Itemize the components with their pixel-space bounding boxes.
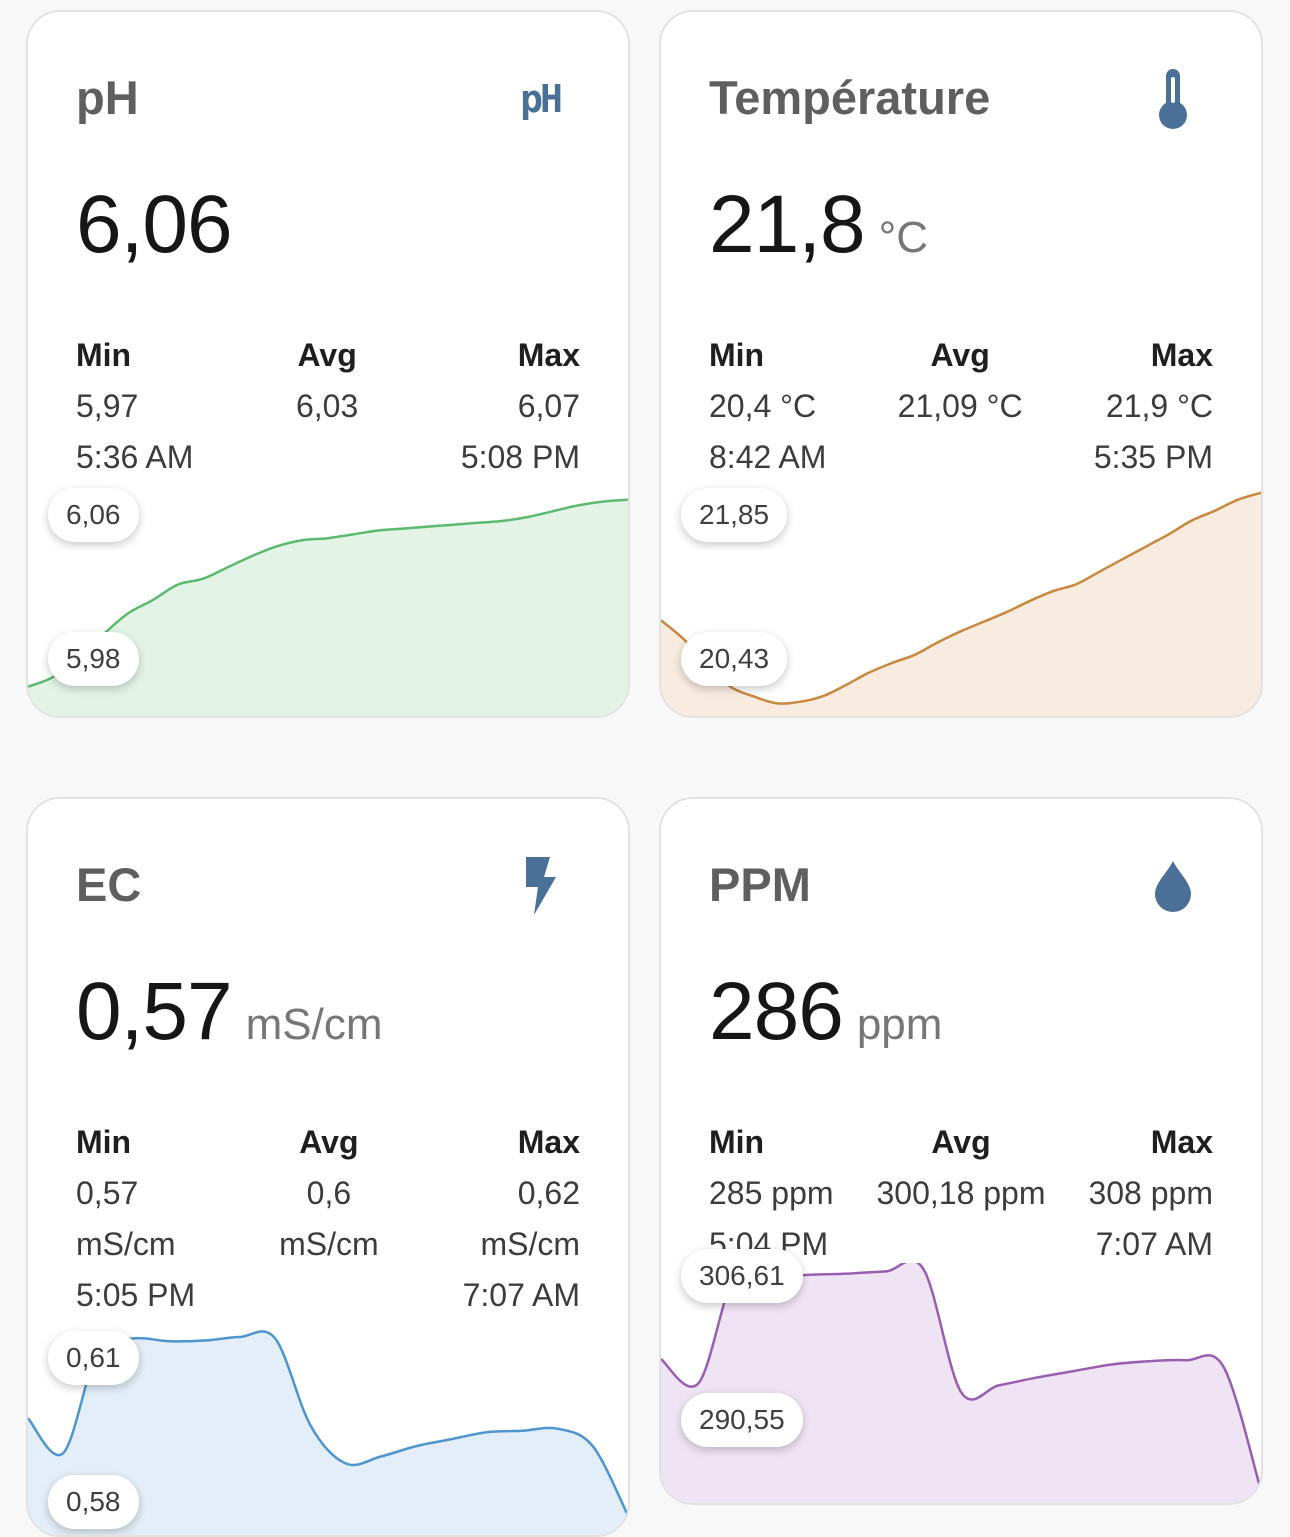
stat-max-label: Max [1150,337,1213,373]
stat-avg-label: Avg [931,1124,991,1160]
current-value: 6,06 [76,179,233,270]
stat-min-value: 0,57 [76,1175,139,1211]
stat-min-label: Min [76,337,132,373]
stat-avg-label: Avg [930,337,990,373]
stat-avg: Avg 300,18 ppm [876,1117,1045,1270]
sparkline-area [28,499,628,716]
chart-min-label: 20,43 [681,632,788,686]
stat-avg-unit: mS/cm [279,1226,379,1262]
chart-min-label: 290,55 [681,1393,803,1447]
stat-max: Max 308 ppm 7:07 AM [1088,1117,1213,1270]
stat-min: Min 20,4 °C 8:42 AM [709,330,826,483]
stat-max: Max 0,62 mS/cm 7:07 AM [463,1117,580,1321]
stat-avg: Avg 21,09 °C [898,330,1023,483]
ec-card[interactable]: EC 0,57 mS/cm Min 0,57 mS/cm 5:05 PM Avg… [26,797,630,1537]
current-value: 21,8 °C [709,184,928,266]
stat-min: Min 5,97 5:36 AM [76,330,193,483]
lightning-bolt-icon [510,853,570,919]
sparkline-line [28,498,628,688]
value-number: 286 [709,966,844,1057]
stat-min-label: Min [709,1124,765,1160]
stat-avg: Avg 0,6 mS/cm [279,1117,379,1321]
history-chart[interactable]: 306,61 290,55 [661,1249,1261,1503]
stat-min-label: Min [76,1124,132,1160]
stat-min-value: 20,4 °C [709,388,817,424]
chart-max-label: 306,61 [681,1249,803,1303]
value-unit: mS/cm [245,1000,383,1049]
stat-max-value: 308 ppm [1088,1175,1213,1211]
stat-min-time: 5:36 AM [76,439,194,475]
ppm-card[interactable]: PPM 286 ppm Min 285 ppm 5:04 PM Avg 300,… [659,797,1263,1505]
ph-icon: pH [520,77,563,121]
temperature-card[interactable]: Température 21,8 °C Min 20,4 °C 8:42 AM … [659,10,1263,718]
stats-row: Min 20,4 °C 8:42 AM Avg 21,09 °C Max 21,… [709,330,1213,483]
stat-min: Min 285 ppm 5:04 PM [709,1117,834,1270]
stats-row: Min 285 ppm 5:04 PM Avg 300,18 ppm Max 3… [709,1117,1213,1270]
chart-max-label: 21,85 [681,488,788,542]
value-number: 21,8 [709,179,866,270]
water-drop-icon [1143,853,1203,919]
sparkline-area [661,492,1261,716]
sparkline-area [28,1331,628,1535]
card-title: PPM [709,858,811,911]
history-chart[interactable]: 6,06 5,98 [28,476,628,716]
current-value: 0,57 mS/cm [76,971,383,1053]
stat-avg-value: 300,18 ppm [876,1175,1046,1211]
stat-max-value: 0,62 [517,1175,580,1211]
stat-max-value: 21,9 °C [1105,388,1213,424]
stat-min-time: 8:42 AM [709,439,827,475]
stat-max-time: 7:07 AM [462,1277,580,1313]
stat-avg-label: Avg [299,1124,359,1160]
stat-avg-value: 6,03 [295,388,359,424]
stat-max-time: 5:35 PM [1093,439,1213,475]
stat-min: Min 0,57 mS/cm 5:05 PM [76,1117,195,1321]
current-value: 286 ppm [709,971,942,1053]
stat-min-unit: mS/cm [76,1226,176,1262]
chart-min-label: 5,98 [48,632,139,686]
chart-max-label: 6,06 [48,488,139,542]
card-title: EC [76,858,142,911]
sparkline-line [661,491,1261,705]
stats-row: Min 0,57 mS/cm 5:05 PM Avg 0,6 mS/cm Max… [76,1117,580,1321]
stat-max-unit: mS/cm [480,1226,580,1262]
stat-min-value: 5,97 [76,388,139,424]
stats-row: Min 5,97 5:36 AM Avg 6,03 Max 6,07 5:08 … [76,330,580,483]
value-number: 0,57 [76,966,233,1057]
sparkline [661,491,1261,716]
card-title: pH [76,71,139,124]
stat-max: Max 6,07 5:08 PM [461,330,580,483]
stat-min-label: Min [709,337,765,373]
stat-max-label: Max [517,1124,580,1160]
stat-avg-value: 0,6 [306,1175,352,1211]
value-unit: °C [878,213,928,262]
sparkline [28,498,628,716]
thermometer-icon [1143,66,1203,132]
card-title: Température [709,71,991,124]
stat-avg: Avg 6,03 [296,330,358,483]
stat-min-value: 285 ppm [709,1175,834,1211]
stat-max-label: Max [1150,1124,1213,1160]
stat-min-time: 5:05 PM [76,1277,196,1313]
value-number: 6,06 [76,179,233,270]
history-chart[interactable]: 21,85 20,43 [661,476,1261,716]
stat-max-value: 6,07 [517,388,580,424]
stat-avg-value: 21,09 °C [897,388,1023,424]
sparkline-area [661,1263,1261,1503]
chart-max-label: 0,61 [48,1331,139,1385]
stat-max: Max 21,9 °C 5:35 PM [1094,330,1213,483]
stat-avg-label: Avg [297,337,357,373]
ph-card[interactable]: pH pH 6,06 Min 5,97 5:36 AM Avg 6,03 Max… [26,10,630,718]
history-chart[interactable]: 0,61 0,58 [28,1321,628,1535]
chart-min-label: 0,58 [48,1475,139,1529]
stat-max-time: 5:08 PM [460,439,580,475]
value-unit: ppm [856,1000,943,1049]
stat-max-time: 7:07 AM [1095,1226,1213,1262]
stat-max-label: Max [517,337,580,373]
